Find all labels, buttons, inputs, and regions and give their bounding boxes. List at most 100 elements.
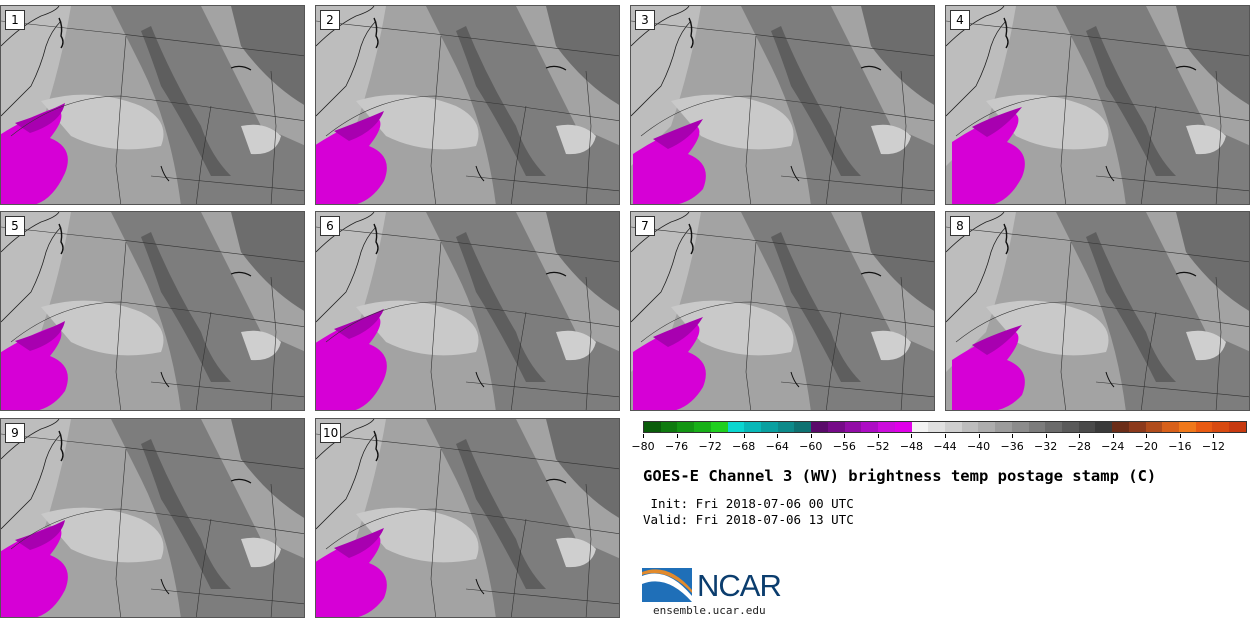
ensemble-member-panel: 6	[315, 211, 620, 411]
panel-number: 5	[5, 216, 25, 236]
colorbar-segment	[1045, 422, 1062, 432]
colorbar-tick-label: −80	[631, 440, 655, 453]
colorbar-segment	[894, 422, 912, 432]
panel-number: 1	[5, 10, 25, 30]
panel-number: 8	[950, 216, 970, 236]
colorbar-tick-label: −44	[933, 440, 957, 453]
colorbar-segment	[1229, 422, 1246, 432]
colorbar-segment	[744, 422, 762, 432]
colorbar-segment	[844, 422, 862, 432]
colorbar-segment	[861, 422, 879, 432]
panel-number: 3	[635, 10, 655, 30]
colorbar-tick	[978, 434, 980, 438]
panel-number: 4	[950, 10, 970, 30]
wv-brightness-field	[1, 6, 304, 204]
colorbar-segment	[978, 422, 996, 432]
colorbar-ticks: −80 −76 −72 −68 −64 −60 −56 −52 −48 −44 −40 −36 −32−…	[631, 434, 1247, 454]
colorbar-tick	[810, 434, 812, 438]
colorbar-segment	[727, 422, 745, 432]
colorbar-segment	[710, 422, 728, 432]
colorbar-segment	[677, 422, 695, 432]
colorbar-tick-label: −48	[899, 440, 924, 453]
colorbar-segment	[1011, 422, 1029, 432]
colorbar-tick-label: −20	[1134, 440, 1158, 453]
wv-brightness-field	[1, 419, 304, 617]
colorbar-tick	[1045, 434, 1047, 438]
colorbar-segment	[1162, 422, 1179, 432]
colorbar-tick-label: −36	[1000, 440, 1024, 453]
colorbar-tick-label: −32	[1034, 440, 1058, 453]
colorbar-segment	[1145, 422, 1163, 432]
ensemble-member-panel: 1	[0, 5, 305, 205]
wv-brightness-field	[631, 6, 934, 204]
colorbar-tick-label: −64	[765, 440, 789, 453]
colorbar-segment	[1112, 422, 1129, 432]
colorbar-tick	[743, 434, 745, 438]
colorbar-segment	[961, 422, 979, 432]
valid-time: Valid: Fri 2018-07-06 13 UTC	[643, 512, 854, 527]
colorbar-tick-label: −76	[664, 440, 689, 453]
colorbar-segment	[928, 422, 945, 432]
colorbar-tick-label: −40	[966, 440, 991, 453]
init-time: Init: Fri 2018-07-06 00 UTC	[643, 496, 854, 511]
ensemble-member-panel: 5	[0, 211, 305, 411]
ensemble-member-panel: 2	[315, 5, 620, 205]
wv-brightness-field	[316, 6, 619, 204]
colorbar-tick-label: −24	[1101, 440, 1125, 453]
colorbar-segment	[944, 422, 962, 432]
ensemble-member-panel: 4	[945, 5, 1250, 205]
colorbar-segment	[1212, 422, 1230, 432]
colorbar-tick-label: −52	[866, 440, 890, 453]
colorbar-tick-label: −16	[1168, 440, 1192, 453]
colorbar-segment	[644, 422, 661, 432]
colorbar-segment	[1128, 422, 1146, 432]
colorbar-tick-label: −60	[799, 440, 823, 453]
colorbar-tick	[1112, 434, 1114, 438]
wv-brightness-field	[631, 212, 934, 410]
colorbar-tick	[710, 434, 712, 438]
panel-number: 9	[5, 423, 25, 443]
wv-brightness-field	[316, 419, 619, 617]
colorbar-tick	[1012, 434, 1014, 438]
colorbar-segment	[1179, 422, 1196, 432]
colorbar-tick-label: −72	[698, 440, 722, 453]
ensemble-member-panel: 10	[315, 418, 620, 618]
ncar-swoosh-icon	[642, 568, 692, 602]
colorbar-segment	[811, 422, 828, 432]
colorbar-segment	[878, 422, 895, 432]
colorbar-tick-label: −56	[832, 440, 856, 453]
colorbar-segment	[827, 422, 845, 432]
colorbar-segment	[1061, 422, 1079, 432]
ensemble-member-panel: 3	[630, 5, 935, 205]
panel-number: 7	[635, 216, 655, 236]
colorbar-segment	[995, 422, 1012, 432]
colorbar-tick	[844, 434, 846, 438]
colorbar-segment	[777, 422, 795, 432]
colorbar-segment	[1095, 422, 1113, 432]
panel-number: 10	[320, 423, 342, 443]
colorbar-tick	[777, 434, 779, 438]
colorbar-segment	[1078, 422, 1096, 432]
wv-brightness-field	[316, 212, 619, 410]
colorbar	[643, 421, 1247, 433]
logo-url: ensemble.ucar.edu	[653, 604, 766, 617]
colorbar-tick-label: −68	[732, 440, 756, 453]
colorbar-tick	[643, 434, 644, 438]
colorbar-tick	[1146, 434, 1148, 438]
colorbar-tick-label: −28	[1067, 440, 1091, 453]
colorbar-tick	[676, 434, 678, 438]
ncar-logo	[642, 562, 792, 607]
colorbar-segment	[660, 422, 678, 432]
colorbar-tick	[911, 434, 913, 438]
ensemble-member-panel: 8	[945, 211, 1250, 411]
colorbar-segment	[694, 422, 711, 432]
panel-number: 6	[320, 216, 340, 236]
wv-brightness-field	[946, 212, 1249, 410]
colorbar-tick	[877, 434, 879, 438]
colorbar-segment	[761, 422, 778, 432]
colorbar-tick	[1079, 434, 1081, 438]
colorbar-tick-label: −12	[1201, 440, 1226, 453]
figure-title: GOES-E Channel 3 (WV) brightness temp po…	[643, 467, 1157, 485]
colorbar-tick	[1213, 434, 1215, 438]
ensemble-member-panel: 7	[630, 211, 935, 411]
